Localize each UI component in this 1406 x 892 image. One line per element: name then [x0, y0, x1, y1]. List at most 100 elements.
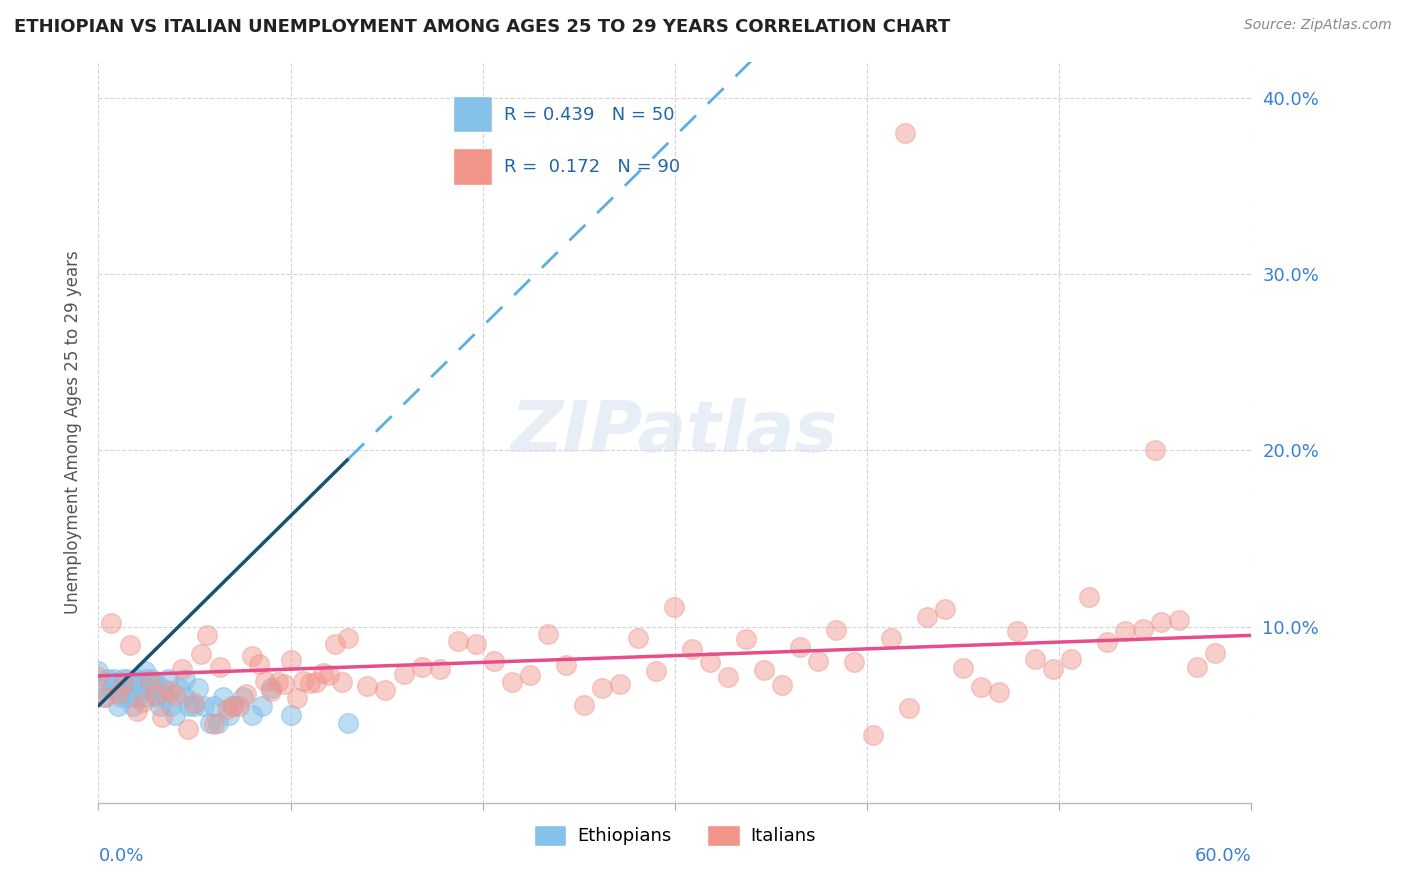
- Point: [135, 690, 157, 704]
- Point: [150, 681, 173, 696]
- Point: [519, 668, 541, 682]
- Point: [165, 688, 187, 702]
- Point: [411, 660, 433, 674]
- Point: [195, 628, 218, 642]
- Point: [120, 638, 142, 652]
- Point: [174, 690, 197, 704]
- Point: [247, 657, 270, 671]
- Point: [155, 690, 177, 704]
- Point: [1114, 624, 1136, 638]
- Point: [87, 681, 110, 696]
- Point: [87, 664, 110, 678]
- Point: [235, 687, 257, 701]
- Point: [1150, 615, 1173, 630]
- Point: [125, 673, 148, 687]
- Point: [807, 655, 830, 669]
- Point: [1204, 646, 1226, 660]
- Point: [554, 658, 576, 673]
- Point: [222, 698, 245, 713]
- Point: [149, 698, 172, 713]
- Point: [228, 699, 250, 714]
- Point: [134, 664, 156, 678]
- Point: [160, 698, 183, 713]
- Point: [429, 662, 451, 676]
- Point: [325, 637, 347, 651]
- Point: [374, 683, 396, 698]
- Point: [1168, 614, 1191, 628]
- Point: [591, 681, 613, 695]
- Point: [1132, 623, 1154, 637]
- Point: [280, 707, 302, 722]
- Point: [285, 690, 308, 705]
- Point: [735, 632, 758, 646]
- Point: [100, 616, 122, 631]
- Point: [298, 676, 321, 690]
- Point: [139, 681, 162, 696]
- Point: [183, 696, 205, 710]
- Point: [93, 690, 115, 704]
- Point: [250, 698, 273, 713]
- Point: [156, 673, 179, 687]
- Point: [145, 688, 167, 702]
- Text: 60.0%: 60.0%: [1195, 847, 1251, 865]
- Point: [662, 600, 685, 615]
- Point: [267, 674, 290, 689]
- Point: [1060, 652, 1083, 666]
- Point: [770, 678, 793, 692]
- Y-axis label: Unemployment Among Ages 25 to 29 years: Unemployment Among Ages 25 to 29 years: [63, 251, 82, 615]
- Point: [645, 664, 668, 678]
- Point: [305, 674, 328, 689]
- Point: [330, 674, 353, 689]
- Point: [273, 677, 295, 691]
- Point: [915, 610, 938, 624]
- Point: [135, 673, 157, 687]
- Point: [117, 673, 139, 687]
- Point: [970, 680, 993, 694]
- Point: [141, 673, 163, 687]
- Point: [107, 687, 129, 701]
- Point: [118, 681, 141, 696]
- Point: [240, 707, 263, 722]
- Point: [1078, 590, 1101, 604]
- Point: [202, 717, 225, 731]
- Point: [215, 702, 238, 716]
- Point: [112, 677, 135, 691]
- Point: [337, 631, 360, 645]
- Point: [112, 673, 135, 687]
- Point: [292, 673, 315, 688]
- Point: [1187, 659, 1209, 673]
- Point: [177, 698, 200, 713]
- Point: [231, 690, 254, 704]
- Point: [129, 681, 152, 696]
- Point: [681, 642, 703, 657]
- Point: [212, 690, 235, 704]
- Point: [1095, 635, 1118, 649]
- Point: [501, 675, 523, 690]
- Point: [207, 716, 229, 731]
- Point: [862, 728, 884, 742]
- Point: [1024, 652, 1046, 666]
- Point: [482, 654, 505, 668]
- Text: Source: ZipAtlas.com: Source: ZipAtlas.com: [1244, 18, 1392, 32]
- Point: [337, 716, 360, 731]
- Point: [789, 640, 811, 655]
- Point: [125, 690, 148, 704]
- Point: [94, 690, 117, 704]
- Point: [627, 631, 650, 645]
- Point: [260, 684, 283, 698]
- Point: [464, 637, 486, 651]
- Point: [356, 680, 378, 694]
- Point: [183, 698, 205, 713]
- Point: [110, 690, 132, 704]
- Point: [152, 710, 174, 724]
- Point: [260, 681, 283, 696]
- Point: [165, 707, 187, 722]
- Point: [222, 698, 245, 713]
- Text: ETHIOPIAN VS ITALIAN UNEMPLOYMENT AMONG AGES 25 TO 29 YEARS CORRELATION CHART: ETHIOPIAN VS ITALIAN UNEMPLOYMENT AMONG …: [14, 18, 950, 36]
- Point: [122, 698, 145, 713]
- Point: [1042, 662, 1064, 676]
- Point: [1144, 443, 1167, 458]
- Point: [699, 656, 721, 670]
- Point: [446, 633, 468, 648]
- Point: [107, 681, 129, 696]
